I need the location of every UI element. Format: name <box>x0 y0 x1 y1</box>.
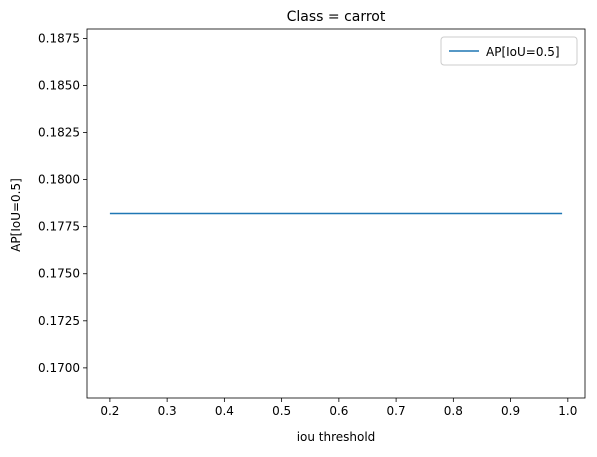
y-tick-label: 0.1825 <box>38 126 80 140</box>
x-tick-label: 0.5 <box>272 404 291 418</box>
x-axis-label: iou threshold <box>297 430 376 444</box>
y-tick-label: 0.1850 <box>38 78 80 92</box>
y-tick-label: 0.1775 <box>38 220 80 234</box>
legend-label: AP[IoU=0.5] <box>486 45 560 59</box>
chart-title: Class = carrot <box>287 9 386 25</box>
legend-box <box>440 36 578 66</box>
legend: AP[IoU=0.5] <box>440 36 578 66</box>
x-tick-label: 1.0 <box>558 404 577 418</box>
y-tick-label: 0.1875 <box>38 31 80 45</box>
x-tick-label: 0.8 <box>444 404 463 418</box>
y-tick-label: 0.1800 <box>38 173 80 187</box>
y-tick-label: 0.1750 <box>38 267 80 281</box>
x-tick-label: 0.4 <box>215 404 234 418</box>
x-tick-label: 0.3 <box>158 404 177 418</box>
x-tick-label: 0.9 <box>501 404 520 418</box>
x-tick-label: 0.2 <box>100 404 119 418</box>
axis-ticks: 0.2 0.3 0.4 0.5 0.6 0.7 0.8 0.9 1.0 0.1700 0.1725 0… <box>38 31 577 418</box>
x-tick-label: 0.7 <box>387 404 406 418</box>
y-axis-label: AP[IoU=0.5] <box>9 178 23 252</box>
plot-frame <box>86 28 586 399</box>
y-tick-label: 0.1700 <box>38 361 80 375</box>
x-tick-label: 0.6 <box>329 404 348 418</box>
y-tick-label: 0.1725 <box>38 314 80 328</box>
